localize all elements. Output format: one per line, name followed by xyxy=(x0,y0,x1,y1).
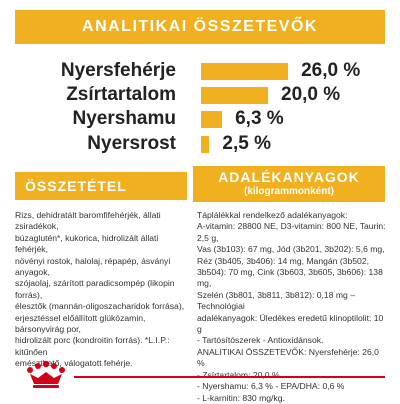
additives-line: - L-karnitin: 830 mg/kg. xyxy=(197,392,285,403)
nutrient-label: Nyersfehérje xyxy=(60,60,176,81)
nutrient-bar xyxy=(201,62,289,80)
nutrient-label: Nyersrost xyxy=(87,133,176,154)
nutrient-bar xyxy=(201,86,268,104)
royal-canin-crown-icon xyxy=(24,360,68,390)
nutrient-value: 26,0 % xyxy=(301,60,361,81)
additives-header: ADALÉKANYAGOK (kilogrammonként) xyxy=(193,166,385,202)
brand-divider-line xyxy=(74,376,385,378)
composition-text: Rizs, dehidratált baromfifehérjék, állat… xyxy=(15,210,187,370)
composition-line: hidrolizált porc (kondroitin forrás). *L… xyxy=(15,335,170,357)
analytical-header-title: ANALITIKAI ÖSSZETEVŐK xyxy=(82,18,318,35)
additives-line: ANALITIKAI ÖSSZETEVŐK: Nyersfehérje: 26,… xyxy=(197,346,379,369)
additives-line: Szelén (3b801, 3b811, 3b812): 0,18 mg – … xyxy=(197,289,355,312)
nutrient-bar xyxy=(201,110,223,128)
nutrient-row-protein: Nyersfehérje 26,0 % xyxy=(0,59,400,83)
nutrient-label: Zsírtartalom xyxy=(66,84,176,105)
additives-line: adalékanyagok: Üledékes eredetű klinopti… xyxy=(197,312,384,335)
composition-header: ÖSSZETÉTEL xyxy=(15,172,187,200)
additives-text: Táplálékkal rendelkező adalékanyagok: A-… xyxy=(197,210,387,404)
additives-line: Réz (3b405, 3b406): 14 mg, Mangán (3b502… xyxy=(197,255,369,266)
additives-line: - Zsírtartalom: 20,0 % xyxy=(197,369,280,380)
nutrient-value: 2,5 % xyxy=(222,133,271,154)
composition-line: erjesztéssel előállított glükózamin, bár… xyxy=(15,312,146,335)
composition-line: Rizs, dehidratált baromfifehérjék, állat… xyxy=(15,210,161,232)
nutrient-row-fat: Zsírtartalom 20,0 % xyxy=(0,83,400,107)
nutrient-bar xyxy=(201,135,210,153)
composition-line: élesztők (mannán-oligoszacharidok forrás… xyxy=(15,301,185,312)
composition-line: emészthető, válogatott fehérje. xyxy=(15,358,133,369)
nutrient-row-ash: Nyershamu 6,3 % xyxy=(0,107,400,131)
nutrient-label: Nyershamu xyxy=(72,108,177,129)
composition-line: búzaglutén*, kukorica, hidrolizált állat… xyxy=(15,232,159,255)
nutrient-value: 6,3 % xyxy=(235,108,284,129)
analytical-header-banner: ANALITIKAI ÖSSZETEVŐK xyxy=(15,10,385,44)
additives-line: Táplálékkal rendelkező adalékanyagok: xyxy=(197,210,348,220)
additives-subtitle: (kilogrammonként) xyxy=(243,186,334,197)
additives-line: 3b504): 70 mg, Cink (3b603, 3b605, 3b606… xyxy=(197,267,383,289)
nutrient-row-fibre: Nyersrost 2,5 % xyxy=(0,132,400,156)
composition-line: szójaolaj, szárított paradicsompép (liko… xyxy=(15,278,175,300)
additives-line: A-vitamin: 28800 NE, D3-vitamin: 800 NE,… xyxy=(197,221,386,243)
composition-title: ÖSSZETÉTEL xyxy=(25,178,127,194)
composition-line: növényi rostok, halolaj, répapép, ásvány… xyxy=(15,255,171,278)
additives-line: - Nyershamu: 6,3 % - EPA/DHA: 0,6 % xyxy=(197,381,345,392)
additives-line: Vas (3b103): 67 mg, Jód (3b201, 3b202): … xyxy=(197,244,385,255)
additives-title: ADALÉKANYAGOK xyxy=(218,169,360,185)
nutrient-value: 20,0 % xyxy=(281,84,341,105)
additives-line: - Tartósítószerek - Antioxidánsok. xyxy=(197,335,324,346)
